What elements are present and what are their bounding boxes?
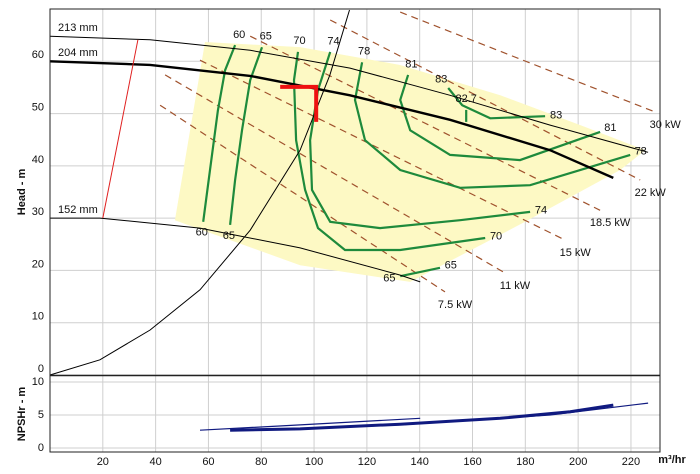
x-tick-label: 80 — [255, 456, 267, 468]
efficiency-label: 74 — [535, 204, 547, 216]
efficiency-contour — [353, 62, 631, 189]
efficiency-label: 78 — [358, 45, 370, 57]
operating-region — [174, 41, 646, 282]
impeller-label: 152 mm — [58, 204, 98, 216]
efficiency-contour — [399, 266, 441, 278]
y-tick-label: 10 — [32, 376, 44, 388]
power-label: 22 kW — [635, 187, 667, 199]
efficiency-label: 83 — [435, 73, 447, 85]
efficiency-label: 70 — [293, 35, 305, 47]
power-line — [399, 11, 656, 113]
x-axis-title: m³/hr — [658, 454, 686, 466]
npsh-curve — [230, 403, 614, 432]
x-tick-label: 60 — [202, 456, 214, 468]
y-tick-label: 0 — [38, 363, 44, 375]
system-curve — [49, 9, 350, 376]
y-tick-label: 40 — [32, 154, 44, 166]
y-axis-title: NPSHr - m — [16, 387, 28, 442]
efficiency-label: 81 — [405, 58, 417, 70]
power-line — [199, 59, 566, 241]
efficiency-label: 74 — [327, 35, 339, 47]
y-tick-label: 10 — [32, 311, 44, 323]
y-tick-label: 30 — [32, 206, 44, 218]
impeller-curve — [50, 217, 421, 283]
x-tick-label: 20 — [97, 456, 109, 468]
efficiency-contour — [292, 51, 486, 252]
x-tick-label: 160 — [463, 456, 481, 468]
efficiency-label: 78 — [635, 146, 647, 158]
y-tick-label: 50 — [32, 101, 44, 113]
y-tick-label: 60 — [32, 49, 44, 61]
efficiency-contour — [202, 44, 237, 222]
efficiency-label: 65 — [445, 259, 457, 271]
y-tick-label: 5 — [38, 409, 44, 421]
red-line — [102, 39, 139, 219]
y-tick-label: 0 — [38, 442, 44, 454]
power-label: 18.5 kW — [590, 217, 631, 229]
efficiency-label: 81 — [604, 122, 616, 134]
efficiency-label: 60 — [233, 29, 245, 41]
power-line — [159, 104, 446, 293]
efficiency-label: 65 — [260, 31, 272, 43]
efficiency-label: 65 — [223, 230, 235, 242]
y-axis-title: Head - m — [16, 169, 28, 216]
npsh-curve — [199, 417, 421, 431]
x-tick-label: 180 — [516, 456, 534, 468]
efficiency-label: 65 — [383, 272, 395, 284]
efficiency-label: 70 — [490, 230, 502, 242]
impeller-label: 204 mm — [58, 47, 98, 59]
x-tick-label: 40 — [150, 456, 162, 468]
power-label: 11 kW — [500, 280, 531, 292]
efficiency-label: 83 — [550, 110, 562, 122]
efficiency-label: 60 — [196, 227, 208, 239]
efficiency-contour — [229, 46, 264, 226]
plot-frame — [49, 8, 661, 453]
npsh-curve — [259, 402, 649, 431]
power-label: 30 kW — [650, 119, 682, 131]
impeller-label: 213 mm — [58, 22, 98, 34]
x-tick-label: 220 — [622, 456, 640, 468]
x-tick-label: 140 — [411, 456, 429, 468]
x-tick-label: 200 — [569, 456, 587, 468]
power-line — [164, 74, 506, 274]
impeller-curve — [49, 35, 649, 153]
power-label: 7.5 kW — [438, 299, 473, 311]
x-tick-label: 100 — [305, 456, 323, 468]
y-tick-label: 20 — [32, 258, 44, 270]
impeller-curve — [49, 60, 614, 179]
x-tick-label: 120 — [358, 456, 376, 468]
efficiency-contour — [399, 74, 601, 162]
power-label: 15 kW — [560, 247, 592, 259]
power-line — [329, 19, 641, 181]
duty-point — [280, 84, 319, 122]
efficiency-label: 82.7 — [455, 93, 476, 105]
